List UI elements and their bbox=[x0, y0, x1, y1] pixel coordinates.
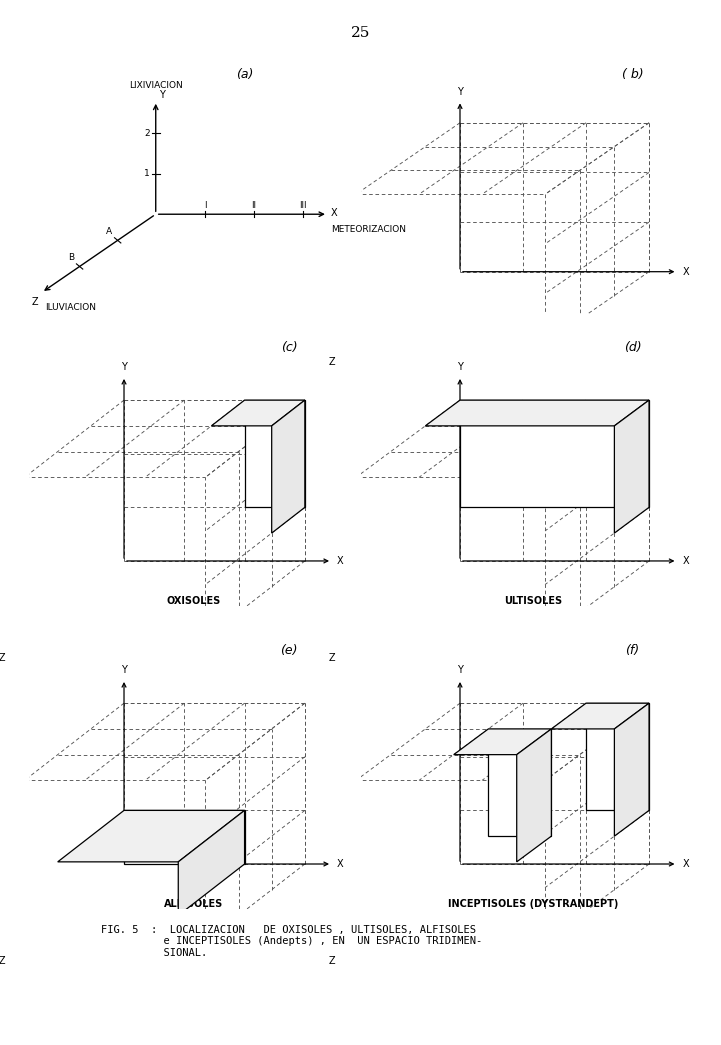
Text: II: II bbox=[252, 201, 257, 209]
Text: ILUVIACION: ILUVIACION bbox=[45, 303, 96, 312]
Text: Z: Z bbox=[0, 955, 5, 966]
Text: ALFISOLES: ALFISOLES bbox=[164, 899, 224, 909]
Text: LIXIVIACION: LIXIVIACION bbox=[129, 82, 182, 90]
Polygon shape bbox=[614, 703, 649, 836]
Polygon shape bbox=[244, 400, 305, 508]
Text: 25: 25 bbox=[351, 26, 370, 40]
Polygon shape bbox=[614, 400, 649, 533]
Text: Y: Y bbox=[457, 362, 463, 372]
Polygon shape bbox=[460, 400, 649, 508]
Polygon shape bbox=[211, 400, 305, 426]
Polygon shape bbox=[552, 703, 649, 729]
Text: (d): (d) bbox=[624, 341, 641, 354]
Text: ULTISOLES: ULTISOLES bbox=[504, 596, 562, 606]
Polygon shape bbox=[272, 400, 305, 533]
Text: ( b): ( b) bbox=[622, 68, 643, 80]
Text: X: X bbox=[337, 556, 343, 566]
Polygon shape bbox=[586, 703, 649, 811]
Text: Y: Y bbox=[457, 87, 463, 96]
Text: B: B bbox=[68, 253, 74, 262]
Text: X: X bbox=[337, 859, 343, 869]
Text: Y: Y bbox=[121, 665, 127, 675]
Polygon shape bbox=[488, 729, 552, 836]
Text: Z: Z bbox=[329, 652, 335, 663]
Text: X: X bbox=[682, 266, 689, 277]
Polygon shape bbox=[425, 400, 649, 426]
Text: Y: Y bbox=[457, 665, 463, 675]
Text: OXISOLES: OXISOLES bbox=[167, 596, 221, 606]
Polygon shape bbox=[178, 811, 244, 915]
Text: Y: Y bbox=[121, 362, 127, 372]
Polygon shape bbox=[454, 729, 552, 754]
Text: Y: Y bbox=[159, 90, 165, 99]
Text: INCEPTISOLES (DYSTRANDEPT): INCEPTISOLES (DYSTRANDEPT) bbox=[448, 899, 618, 909]
Text: 1: 1 bbox=[144, 169, 150, 179]
Polygon shape bbox=[124, 811, 244, 864]
Text: 2: 2 bbox=[144, 129, 150, 138]
Text: (c): (c) bbox=[280, 341, 297, 354]
Text: FIG. 5  :  LOCALIZACION   DE OXISOLES , ULTISOLES, ALFISOLES
          e INCEPTI: FIG. 5 : LOCALIZACION DE OXISOLES , ULTI… bbox=[101, 925, 482, 958]
Text: Z: Z bbox=[32, 297, 38, 306]
Text: (e): (e) bbox=[280, 644, 298, 657]
Text: III: III bbox=[299, 201, 307, 209]
Text: A: A bbox=[106, 227, 112, 236]
Text: (a): (a) bbox=[236, 68, 253, 80]
Text: Z: Z bbox=[329, 356, 335, 367]
Text: I: I bbox=[203, 201, 206, 209]
Text: Z: Z bbox=[0, 652, 5, 663]
Text: (f): (f) bbox=[625, 644, 640, 657]
Text: X: X bbox=[682, 859, 689, 869]
Polygon shape bbox=[517, 729, 552, 862]
Polygon shape bbox=[58, 811, 244, 862]
Text: METEORIZACION: METEORIZACION bbox=[331, 225, 406, 234]
Text: Z: Z bbox=[329, 955, 335, 966]
Text: X: X bbox=[682, 556, 689, 566]
Text: X: X bbox=[331, 208, 337, 218]
